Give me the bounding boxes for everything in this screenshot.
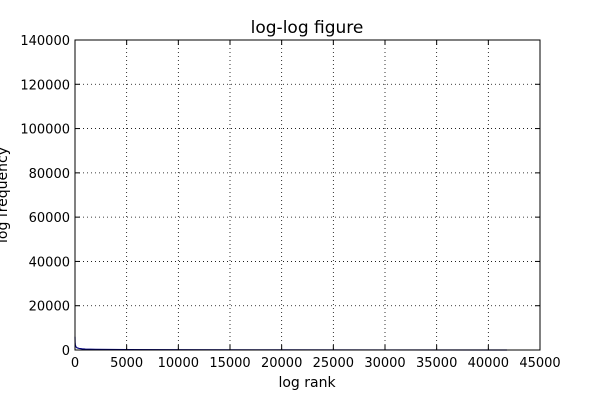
y-tick-label: 140000 [20,34,70,49]
y-tick-label: 60000 [29,211,70,226]
tick-layer [74,39,541,351]
x-axis-title: log rank [278,375,336,391]
y-tick-label: 20000 [29,300,70,315]
x-tick-labels: 0 5000 10000 15000 20000 25000 30000 35000 40000… [71,356,561,371]
y-tick-label: 40000 [29,255,70,270]
x-tick-label: 15000 [209,356,250,371]
chart-title: log-log figure [251,18,364,38]
x-tick-label: 25000 [313,356,354,371]
grid-layer [75,40,540,350]
x-tick-label: 5000 [110,356,143,371]
x-tick-label: 40000 [468,356,509,371]
x-tick-label: 35000 [416,356,457,371]
x-tick-label: 30000 [364,356,405,371]
x-tick-label: 0 [71,356,79,371]
x-tick-label: 45000 [519,356,560,371]
y-tick-label: 120000 [20,78,70,93]
x-tick-label: 10000 [158,356,199,371]
y-tick-labels: 0 20000 40000 60000 80000 100000 120000 140000 [20,34,70,359]
x-tick-label: 20000 [261,356,302,371]
y-tick-label: 100000 [20,123,70,138]
y-tick-label: 80000 [29,167,70,182]
y-tick-label: 0 [62,344,70,359]
y-axis-title: log frequency [0,147,11,243]
plot-frame [74,39,541,351]
